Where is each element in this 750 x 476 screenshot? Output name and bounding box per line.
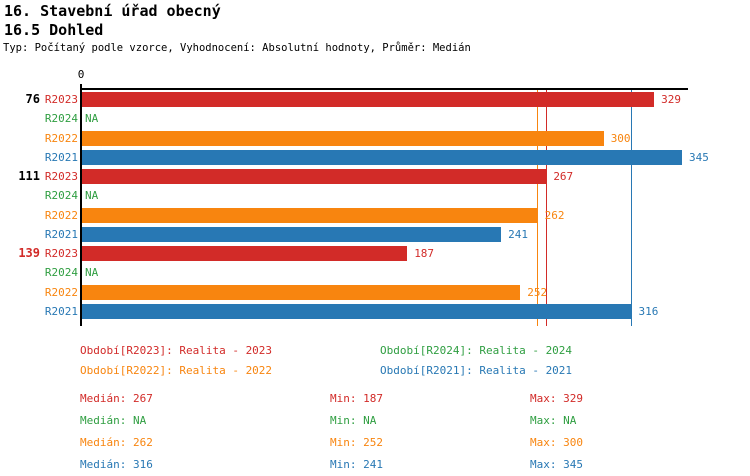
legend-item-R2021: Období[R2021]: Realita - 2021 — [380, 364, 573, 377]
stat-median-R2024: Medián: NA — [80, 414, 147, 427]
row-label-2-R2024: R2024 — [44, 266, 78, 280]
group-label-76: 76 — [25, 92, 40, 106]
value-label-2-R2023: 187 — [414, 247, 435, 260]
row-label-1-R2024: R2024 — [44, 189, 78, 203]
value-label-0-R2021: 345 — [688, 150, 709, 164]
row-label-0-R2021: R2021 — [44, 150, 78, 164]
stat-median-R2023: Medián: 267 — [80, 392, 153, 405]
stat-min-R2024: Min: NA — [330, 414, 377, 427]
bar-0-R2023 — [82, 92, 655, 107]
row-label-0-R2024: R2024 — [44, 112, 78, 126]
stat-min-R2022: Min: 252 — [330, 436, 383, 449]
value-label-2-R2021: 316 — [638, 304, 659, 318]
row-label-2-R2023: R2023 — [44, 247, 78, 260]
stat-min-R2021: Min: 241 — [330, 458, 383, 471]
na-label-2-R2024: NA — [85, 266, 99, 280]
legend-item-R2024: Období[R2024]: Realita - 2024 — [380, 344, 573, 357]
bar-2-R2022 — [82, 284, 521, 300]
stat-median-R2022: Medián: 262 — [80, 436, 153, 449]
na-label-0-R2024: NA — [85, 112, 99, 126]
bar-2-R2023 — [82, 246, 408, 261]
chart-meta-info: Typ: Počítaný podle vzorce, Vyhodnocení:… — [3, 42, 471, 54]
stat-min-R2023: Min: 187 — [330, 392, 383, 405]
group-label-139: 139 — [18, 246, 40, 260]
value-label-1-R2021: 241 — [508, 227, 528, 241]
value-label-0-R2023: 329 — [661, 93, 681, 106]
stat-median-R2021: Medián: 316 — [80, 458, 153, 471]
legend-item-R2023: Období[R2023]: Realita - 2023 — [80, 344, 273, 357]
x-axis-tick-zero: 0 — [77, 68, 85, 81]
y-axis-line — [80, 84, 82, 326]
value-label-1-R2023: 267 — [553, 170, 574, 183]
legend-item-R2022: Období[R2022]: Realita - 2022 — [80, 364, 273, 377]
row-label-0-R2022: R2022 — [44, 131, 78, 145]
median-line-R2022 — [536, 88, 539, 326]
x-axis-line — [80, 88, 688, 90]
median-line-R2023 — [545, 88, 548, 326]
row-label-1-R2023: R2023 — [44, 170, 78, 183]
bar-1-R2022 — [82, 207, 538, 223]
group-label-111: 111 — [18, 169, 40, 183]
row-label-1-R2021: R2021 — [44, 227, 78, 241]
na-label-1-R2024: NA — [85, 189, 99, 203]
row-label-2-R2022: R2022 — [44, 285, 78, 299]
stat-max-R2023: Max: 329 — [530, 392, 583, 405]
value-label-2-R2022: 252 — [527, 285, 548, 299]
median-line-R2021 — [630, 88, 633, 326]
row-label-2-R2021: R2021 — [44, 304, 78, 318]
bar-0-R2021 — [82, 149, 682, 165]
bar-0-R2022 — [82, 130, 604, 146]
bar-1-R2021 — [82, 226, 502, 242]
stat-max-R2021: Max: 345 — [530, 458, 583, 471]
row-label-0-R2023: R2023 — [44, 93, 78, 106]
stat-max-R2024: Max: NA — [530, 414, 577, 427]
row-label-1-R2022: R2022 — [44, 208, 78, 222]
bar-1-R2023 — [82, 169, 547, 184]
bar-2-R2021 — [82, 303, 632, 319]
page-subtitle: 16.5 Dohled — [4, 21, 104, 39]
stat-max-R2022: Max: 300 — [530, 436, 583, 449]
value-label-1-R2022: 262 — [544, 208, 565, 222]
page-title: 16. Stavební úřad obecný — [4, 2, 221, 20]
value-label-0-R2022: 300 — [610, 131, 631, 145]
